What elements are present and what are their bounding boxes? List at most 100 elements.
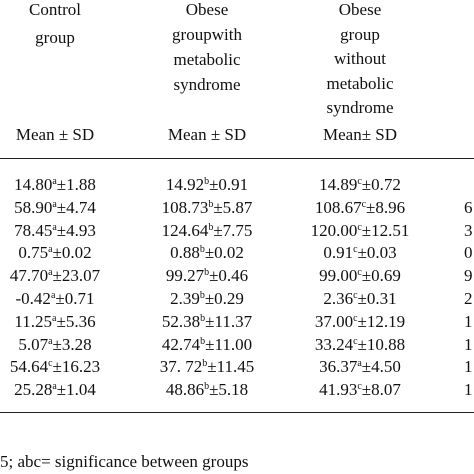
cell: 78.45a±4.93	[14, 221, 96, 241]
cell-sd: ±23.07	[52, 266, 101, 286]
column-header: without	[334, 49, 386, 68]
cell-sd: ±0.02	[204, 243, 244, 263]
footnote: 5; abc= significance between groups	[0, 452, 249, 471]
column-header: syndrome	[326, 98, 394, 117]
cell-sup: a	[52, 176, 57, 187]
cell: 0.88b±0.02	[170, 243, 244, 263]
cell-sup: a	[52, 198, 57, 210]
cell-fragment: 6	[464, 197, 473, 217]
cell-sd: ±0.72	[361, 175, 401, 194]
cell-mean: 14.89	[319, 175, 358, 194]
cell-mean: 99.27	[165, 266, 205, 286]
cell-mean: 0.75	[18, 243, 49, 263]
cell-mean: 2.39	[170, 289, 200, 308]
cell: 41.93c±8.07	[319, 380, 401, 400]
cell-mean: 48.86	[165, 380, 205, 400]
cell-sd: ±1.04	[56, 380, 96, 400]
cell-sup: c	[353, 244, 358, 256]
cell: 37. 72b±11.45	[160, 357, 254, 377]
cell-mean: 108.67	[314, 197, 362, 217]
column-header: group	[35, 28, 75, 47]
cell: 5.07a±3.28	[18, 335, 91, 355]
cell-sd: ±0.91	[209, 175, 249, 194]
cell-sup: a	[48, 244, 53, 256]
column-stat: Mean± SD	[322, 125, 398, 144]
column-header: syndrome	[173, 75, 241, 94]
cell: 36.37a±4.50	[319, 357, 401, 377]
column-header: metabolic	[326, 73, 394, 93]
cell: 108.67c±8.96	[315, 198, 405, 218]
cell-mean: 54.64	[9, 357, 49, 377]
column-header: Control	[29, 0, 81, 19]
cell-fragment: 9	[464, 266, 473, 286]
cell-sup: c	[357, 381, 362, 393]
cell-sup: c	[357, 221, 362, 233]
cell: 124.64b±7.75	[162, 221, 253, 241]
cell-sd: ±4.74	[56, 197, 96, 217]
cell-mean: 0.88	[170, 243, 200, 263]
cell-sd: ±11.37	[205, 311, 253, 331]
header-rule	[0, 158, 474, 159]
cell-mean: 120.00	[310, 220, 358, 240]
cell-sd: ±0.03	[357, 243, 397, 263]
cell-mean: 0.91	[323, 243, 354, 263]
cell-sup: a	[357, 358, 362, 370]
bottom-rule	[0, 412, 474, 413]
cell-sup: b	[202, 358, 208, 370]
cell-mean: 37.00	[314, 311, 354, 331]
cell-fragment: 3	[464, 220, 473, 240]
cell-sup: a	[50, 290, 56, 301]
column-header: Obese	[338, 0, 382, 19]
cell-sup: c	[357, 176, 362, 187]
cell-sd: ±11.45	[207, 357, 255, 377]
cell-sd: ±0.29	[204, 289, 244, 308]
cell: 0.75a±0.02	[18, 243, 91, 263]
cell: 14.92b±0.91	[166, 175, 248, 195]
cell-sup: b	[204, 176, 210, 187]
cell: 11.25a±5.36	[14, 312, 95, 332]
cell: -0.42a±0.71	[16, 289, 95, 309]
cell-mean: 37. 72	[159, 357, 203, 377]
cell: 52.38b±11.37	[162, 312, 252, 332]
cell: 99.00c±0.69	[319, 266, 401, 286]
cell-mean: 5.07	[18, 334, 49, 354]
cell-sup: b	[208, 198, 214, 210]
cell: 47.70a±23.07	[10, 266, 100, 286]
cell: 54.64c±16.23	[10, 357, 100, 377]
cell-mean: 11.25	[14, 311, 53, 331]
cell: 37.00c±12.19	[315, 312, 405, 332]
cell-sup: a	[52, 381, 57, 393]
cell: 48.86b±5.18	[166, 380, 248, 400]
cell-sd: ±0.71	[55, 289, 95, 308]
cell-sd: ±5.87	[213, 197, 253, 217]
cell-sup: a	[48, 335, 53, 347]
cell-mean: 108.73	[161, 197, 209, 217]
cell-mean: 25.28	[14, 380, 53, 400]
cell-mean: 78.45	[14, 220, 53, 240]
cell: 33.24c±10.88	[315, 335, 405, 355]
cell: 108.73b±5.87	[162, 198, 253, 218]
cell-sd: ±12.51	[361, 220, 410, 240]
cell-sup: b	[200, 312, 206, 324]
cell: 14.80a±1.88	[14, 175, 96, 195]
cell-sup: c	[48, 358, 53, 370]
column-header: group	[340, 24, 380, 44]
column-header: Obese	[185, 0, 229, 19]
cell-sup: a	[52, 312, 57, 324]
cell-fragment: 2	[464, 289, 473, 308]
cell-sd: ±4.93	[56, 220, 96, 240]
cell-fragment: 1	[464, 311, 473, 331]
cell-mean: 42.74	[161, 334, 201, 354]
cell-sd: ±16.23	[52, 357, 101, 377]
cell-mean: 33.24	[314, 334, 354, 354]
cell-sup: b	[200, 335, 206, 347]
cell-mean: 124.64	[161, 220, 209, 240]
cell-sd: ±0.02	[52, 243, 92, 263]
cell-fragment: 0	[464, 243, 473, 263]
column-header: metabolic	[173, 50, 241, 69]
cell-sup: a	[52, 221, 57, 233]
column-header: groupwith	[172, 25, 242, 44]
cell: 99.27b±0.46	[166, 266, 248, 286]
cell-sd: ±4.50	[361, 357, 401, 377]
